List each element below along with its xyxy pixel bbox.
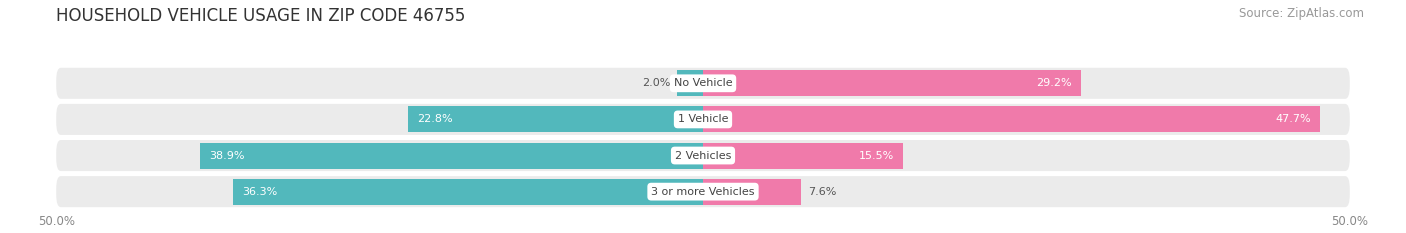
Bar (703, 106, 1320, 132)
Text: 2.0%: 2.0% (643, 78, 671, 88)
Bar (200, 143, 703, 168)
FancyBboxPatch shape (56, 68, 1350, 99)
Text: 36.3%: 36.3% (242, 187, 278, 197)
Text: 38.9%: 38.9% (209, 151, 245, 161)
Bar (703, 179, 801, 205)
Text: 1 Vehicle: 1 Vehicle (678, 114, 728, 124)
Bar (408, 106, 703, 132)
Text: 7.6%: 7.6% (808, 187, 837, 197)
Text: 47.7%: 47.7% (1275, 114, 1310, 124)
Text: 3 or more Vehicles: 3 or more Vehicles (651, 187, 755, 197)
Text: 15.5%: 15.5% (859, 151, 894, 161)
Text: Source: ZipAtlas.com: Source: ZipAtlas.com (1239, 7, 1364, 20)
Text: No Vehicle: No Vehicle (673, 78, 733, 88)
Bar (233, 179, 703, 205)
FancyBboxPatch shape (56, 176, 1350, 207)
Text: 2 Vehicles: 2 Vehicles (675, 151, 731, 161)
Bar (703, 70, 1081, 96)
Bar (703, 143, 904, 168)
Bar (678, 70, 703, 96)
Text: 22.8%: 22.8% (418, 114, 453, 124)
Text: HOUSEHOLD VEHICLE USAGE IN ZIP CODE 46755: HOUSEHOLD VEHICLE USAGE IN ZIP CODE 4675… (56, 7, 465, 25)
Text: 29.2%: 29.2% (1036, 78, 1071, 88)
FancyBboxPatch shape (56, 140, 1350, 171)
FancyBboxPatch shape (56, 104, 1350, 135)
